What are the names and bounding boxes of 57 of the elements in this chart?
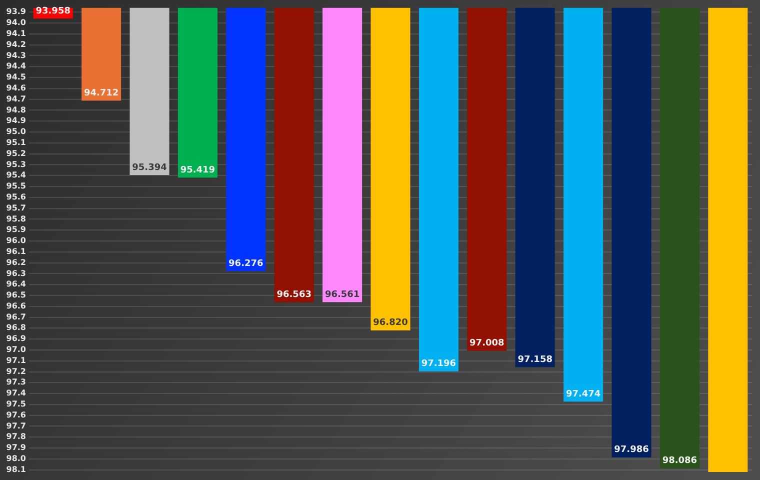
- y-tick-label: 97.6: [6, 410, 26, 420]
- y-tick-label: 94.6: [6, 84, 26, 93]
- y-tick-label: 94.9: [6, 116, 26, 126]
- data-label: 96.561: [324, 290, 360, 300]
- y-tick-label: 96.0: [6, 236, 26, 246]
- y-tick-label: 96.7: [6, 312, 26, 322]
- y-tick-label: 96.3: [6, 268, 26, 278]
- y-tick-label: 95.6: [6, 192, 26, 202]
- y-tick-label: 97.7: [6, 421, 26, 430]
- y-tick-label: 97.2: [6, 366, 26, 376]
- y-tick-label: 94.3: [6, 50, 26, 60]
- y-tick-label: 97.9: [6, 443, 26, 452]
- y-tick-label: 95.5: [6, 182, 26, 191]
- y-tick-label: 94.1: [6, 29, 26, 38]
- y-tick-label: 95.8: [6, 214, 26, 224]
- y-tick-label: 94.0: [6, 18, 26, 28]
- y-tick-label: 95.1: [6, 138, 26, 147]
- data-label: 97.196: [421, 359, 456, 370]
- y-tick-label: 97.3: [6, 378, 26, 387]
- data-label: 95.419: [180, 166, 216, 176]
- y-tick-label: 94.4: [6, 62, 26, 71]
- y-tick-label: 95.3: [6, 160, 26, 169]
- y-tick-label: 95.9: [6, 225, 26, 234]
- y-tick-label: 96.4: [6, 280, 26, 289]
- y-tick-label: 96.8: [6, 323, 26, 332]
- data-label: 95.394: [132, 162, 167, 173]
- y-tick-label: 98.1: [6, 464, 26, 474]
- y-tick-label: 96.9: [6, 334, 26, 344]
- y-tick-label: 97.4: [6, 388, 26, 398]
- y-tick-label: 98.0: [6, 454, 26, 463]
- data-label: 97.986: [614, 445, 649, 456]
- data-label: 97.158: [518, 355, 552, 366]
- y-tick-label: 94.8: [6, 105, 26, 114]
- y-tick-label: 96.2: [6, 258, 26, 267]
- y-tick-label: 97.0: [6, 345, 26, 354]
- data-label: 96.820: [373, 318, 408, 328]
- y-tick-label: 94.2: [6, 40, 26, 49]
- data-label: 96.563: [276, 290, 312, 300]
- y-tick-label: 94.7: [6, 94, 26, 104]
- y-tick-label: 95.2: [6, 148, 26, 158]
- y-tick-label: 95.7: [6, 203, 26, 212]
- y-tick-label: 96.6: [6, 301, 26, 310]
- data-label: 97.008: [470, 338, 504, 349]
- y-tick-label: 97.8: [6, 432, 26, 442]
- data-label: 97.474: [566, 389, 601, 400]
- y-tick-label: 93.9: [6, 7, 26, 16]
- data-label: 96.276: [228, 258, 264, 269]
- y-tick-label: 95.4: [6, 170, 26, 180]
- data-label: 94.712: [84, 88, 119, 98]
- y-tick-label: 95.0: [6, 127, 26, 136]
- y-tick-label: 94.5: [6, 72, 26, 82]
- y-tick-label: 97.5: [6, 400, 26, 409]
- data-label: 93.958: [36, 6, 70, 16]
- data-label: 98.086: [662, 456, 698, 466]
- y-tick-label: 96.1: [6, 246, 26, 256]
- y-tick-label: 96.5: [6, 290, 26, 300]
- y-tick-label: 97.1: [6, 356, 26, 365]
